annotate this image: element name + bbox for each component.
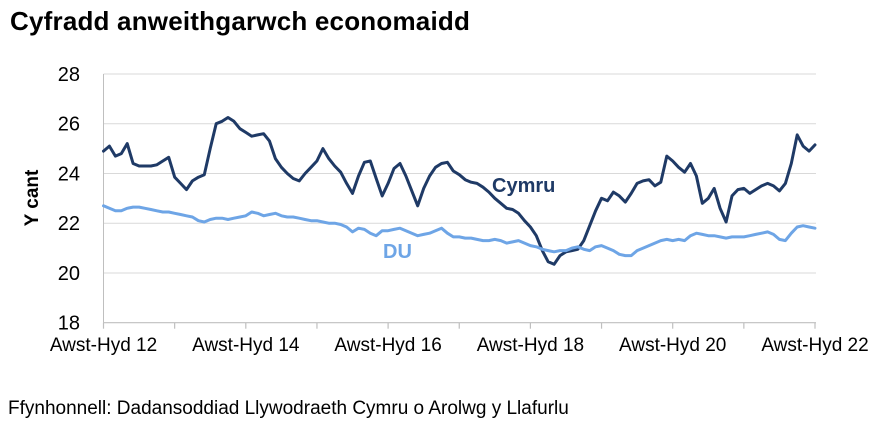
- y-tick-label: 20: [58, 263, 80, 285]
- y-tick-label: 28: [58, 64, 80, 86]
- chart-title: Cyfradd anweithgarwch economaidd: [10, 6, 471, 36]
- x-tick-label: Awst-Hyd 22: [761, 335, 868, 356]
- y-tick-label: 24: [58, 163, 80, 185]
- x-tick-label: Awst-Hyd 12: [50, 335, 157, 356]
- y-axis-title: Y cant: [22, 169, 43, 226]
- x-tick-label: Awst-Hyd 18: [477, 335, 584, 356]
- x-tick-label: Awst-Hyd 16: [334, 335, 441, 356]
- series-label-cymru: Cymru: [492, 175, 555, 197]
- series-line-du: [102, 204, 817, 258]
- y-tick-label: 22: [58, 213, 80, 235]
- x-tick-label: Awst-Hyd 20: [619, 335, 726, 356]
- source-note: Ffynhonnell: Dadansoddiad Llywodraeth Cy…: [8, 398, 569, 419]
- x-tick-label: Awst-Hyd 14: [192, 335, 300, 356]
- series-line-cymru: [102, 116, 817, 266]
- series-label-du: DU: [383, 241, 412, 263]
- y-tick-label: 18: [58, 313, 80, 335]
- y-tick-label: 26: [58, 114, 80, 136]
